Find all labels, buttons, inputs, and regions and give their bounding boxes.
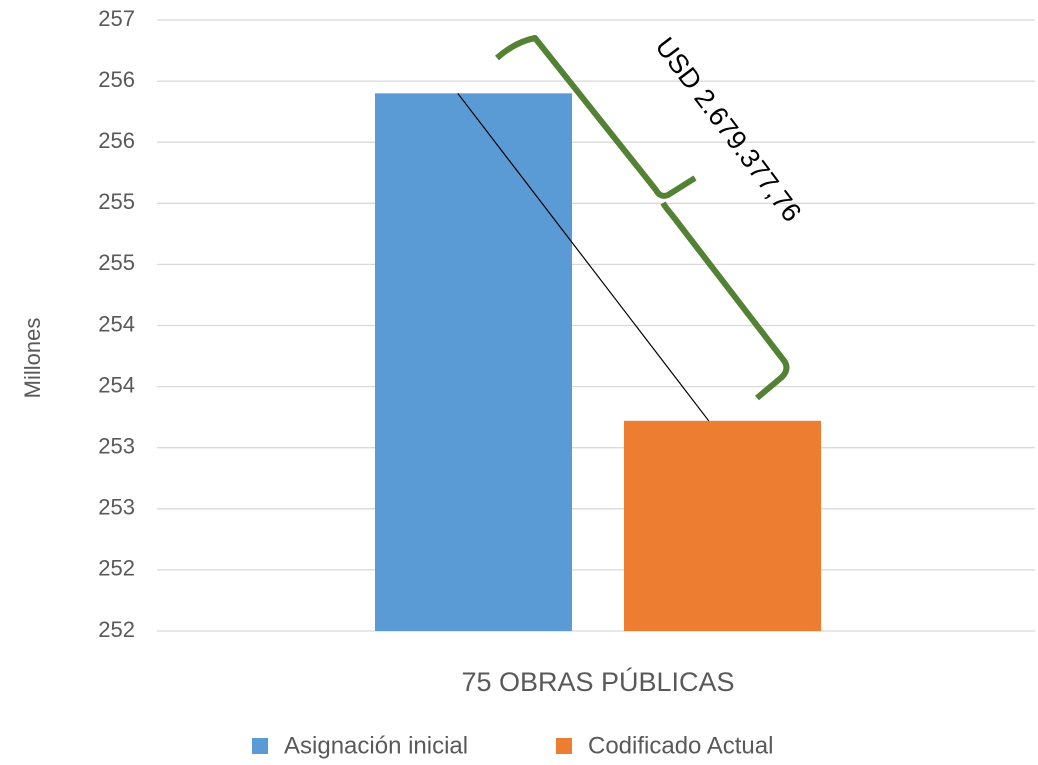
brace [495, 35, 790, 401]
y-tick-label: 253 [98, 434, 135, 459]
y-tick-label: 255 [98, 189, 135, 214]
y-tick-label: 257 [98, 6, 135, 31]
connector-line [457, 92, 710, 422]
y-axis-label: Millones [20, 318, 45, 399]
x-tick-label: 75 OBRAS PÚBLICAS [461, 666, 734, 697]
annotation: USD 2.679.377,76 [650, 32, 808, 227]
bar [375, 93, 572, 631]
y-tick-label: 254 [98, 311, 135, 336]
y-tick-label: 256 [98, 67, 135, 92]
bar [624, 420, 821, 631]
legend-swatch [252, 738, 268, 754]
y-tick-label: 255 [98, 250, 135, 275]
y-tick-label: 252 [98, 556, 135, 581]
legend-swatch [556, 738, 572, 754]
y-tick-label: 254 [98, 372, 135, 397]
legend-label: Codificado Actual [588, 732, 773, 759]
legend-label: Asignación inicial [284, 732, 468, 759]
y-tick-label: 252 [98, 617, 135, 642]
y-tick-label: 256 [98, 128, 135, 153]
y-tick-label: 253 [98, 495, 135, 520]
plot: 252 252 253 253 254 254 255 255 256 256 257 75 OBRA… [98, 6, 1035, 759]
